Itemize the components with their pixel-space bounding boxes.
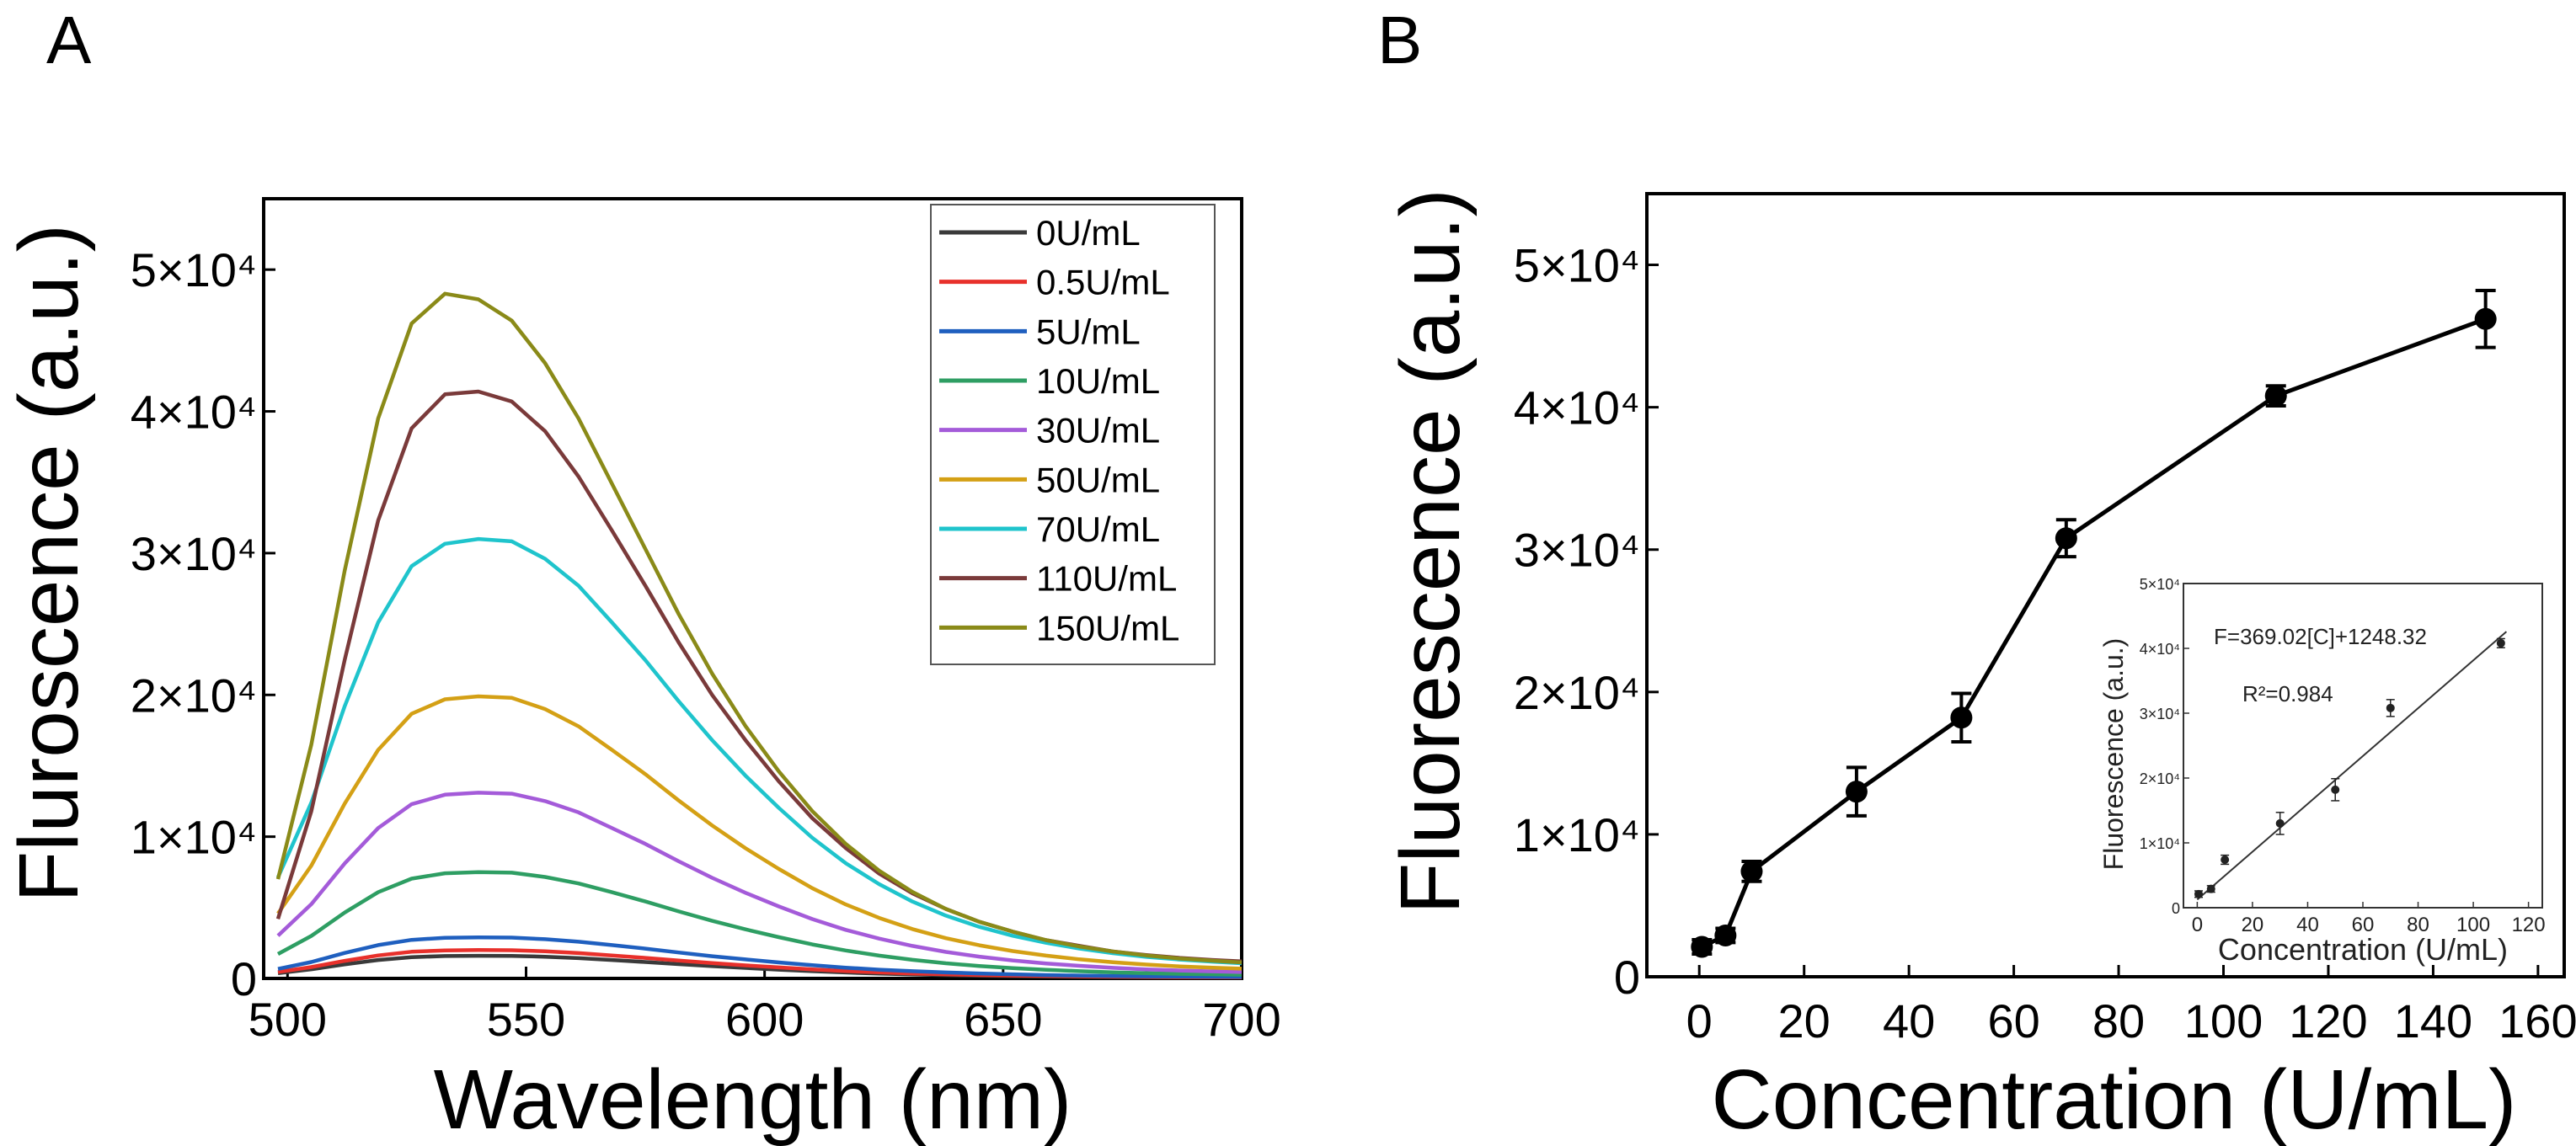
inset-fit-line — [2196, 631, 2508, 901]
x-tick-label-b: 0 — [1686, 994, 1713, 1047]
x-tick-label-b: 140 — [2394, 994, 2472, 1047]
inset-frame — [2183, 583, 2543, 909]
legend-label: 30U/mL — [1036, 411, 1160, 450]
y-tick-label-b: 4×10⁴ — [1514, 381, 1640, 434]
data-point — [1714, 924, 1737, 946]
series-line-50u-ml — [276, 694, 1243, 971]
legend-label: 50U/mL — [1036, 460, 1160, 499]
x-tick-label-a: 550 — [487, 993, 565, 1046]
connecting-line — [1701, 317, 2487, 949]
y-tick-label-b: 1×10⁴ — [1514, 808, 1640, 861]
legend-label: 10U/mL — [1036, 361, 1160, 401]
data-point — [1845, 781, 1868, 803]
plot-a-frame — [262, 197, 1243, 980]
data-point — [1691, 935, 1713, 958]
x-tick-label-b: 160 — [2499, 994, 2576, 1047]
legend-label: 110U/mL — [1036, 559, 1177, 599]
data-point — [2264, 385, 2287, 408]
y-tick-label-a: 1×10⁴ — [131, 811, 257, 864]
y-tick-label-b: 3×10⁴ — [1514, 524, 1640, 577]
y-tick-label-a: 5×10⁴ — [131, 243, 257, 296]
inset-data-point — [2331, 785, 2340, 794]
x-tick-label-b: 40 — [1883, 994, 1935, 1047]
y-axis-label-a: Fluroscence (a.u.) — [2, 224, 96, 903]
inset-y-tick-label: 4×10⁴ — [2140, 641, 2180, 658]
data-point — [2474, 307, 2497, 330]
legend-label: 0.5U/mL — [1036, 263, 1170, 302]
x-tick-label-a: 500 — [249, 993, 327, 1046]
inset-y-tick-label: 1×10⁴ — [2140, 835, 2180, 852]
inset-x-tick-label: 80 — [2407, 914, 2429, 936]
y-axis-label-b: Fluorescence (a.u.) — [1383, 189, 1478, 914]
inset-x-tick-label: 0 — [2192, 914, 2203, 936]
x-tick-label-b: 20 — [1778, 994, 1830, 1047]
series-line-150u-ml — [275, 291, 1243, 965]
inset-y-tick-label: 3×10⁴ — [2140, 706, 2180, 722]
y-tick-label-b: 0 — [1614, 951, 1640, 1004]
inset-data-point — [2275, 818, 2285, 828]
inset-x-axis-label: Concentration (U/mL) — [2218, 932, 2508, 967]
inset-x-tick-label: 20 — [2242, 914, 2264, 936]
data-point — [1740, 860, 1763, 882]
panel-b-label: B — [1377, 3, 1423, 77]
y-tick-label-b: 5×10⁴ — [1514, 239, 1640, 292]
inset-x-tick-label: 120 — [2512, 914, 2546, 936]
inset-y-tick-label: 5×10⁴ — [2140, 576, 2180, 593]
legend-label: 70U/mL — [1036, 509, 1160, 549]
inset-data-point — [2496, 638, 2505, 648]
inset-data-point — [2206, 884, 2215, 893]
panel-a-label: A — [46, 3, 92, 77]
legend-label: 5U/mL — [1036, 312, 1141, 351]
inset-y-tick-label: 0 — [2172, 900, 2180, 917]
series-line-30u-ml — [276, 791, 1243, 974]
x-tick-label-b: 80 — [2092, 994, 2145, 1047]
inset-x-tick-label: 40 — [2296, 914, 2319, 936]
inset-y-tick-label: 2×10⁴ — [2140, 770, 2180, 787]
data-point — [1950, 706, 1973, 729]
y-tick-label-a: 2×10⁴ — [131, 669, 257, 722]
inset-r-squared: R²=0.984 — [2242, 681, 2333, 706]
inset-y-axis-label: Fluorescence (a.u.) — [2098, 638, 2129, 871]
x-tick-label-b: 120 — [2289, 994, 2367, 1047]
series-line-5u-ml — [277, 935, 1243, 979]
inset-x-tick-label: 60 — [2352, 914, 2375, 936]
series-line-70u-ml — [275, 536, 1243, 966]
inset-x-tick-label: 100 — [2456, 914, 2490, 936]
x-tick-label-a: 700 — [1202, 993, 1280, 1046]
x-tick-label-b: 100 — [2184, 994, 2263, 1047]
x-tick-label-a: 600 — [725, 993, 804, 1046]
x-tick-label-a: 650 — [964, 993, 1042, 1046]
y-tick-label-a: 4×10⁴ — [131, 386, 257, 439]
data-point — [2055, 527, 2077, 550]
series-line-10u-ml — [276, 870, 1243, 977]
x-tick-label-b: 60 — [1987, 994, 2039, 1047]
inset-data-point — [2221, 856, 2230, 865]
inset-equation: F=369.02[C]+1248.32 — [2214, 624, 2427, 649]
y-tick-label-a: 3×10⁴ — [131, 527, 257, 580]
y-tick-label-a: 0 — [231, 952, 257, 1005]
x-axis-label-a: Wavelength (nm) — [434, 1053, 1072, 1146]
plot-b-frame — [1645, 192, 2566, 978]
x-axis-label-b: Concentration (U/mL) — [1712, 1053, 2517, 1146]
inset-data-point — [2194, 889, 2204, 898]
legend-label: 150U/mL — [1036, 608, 1179, 648]
legend-label: 0U/mL — [1036, 213, 1141, 253]
inset-data-point — [2386, 703, 2395, 712]
y-tick-label-b: 2×10⁴ — [1514, 666, 1640, 719]
